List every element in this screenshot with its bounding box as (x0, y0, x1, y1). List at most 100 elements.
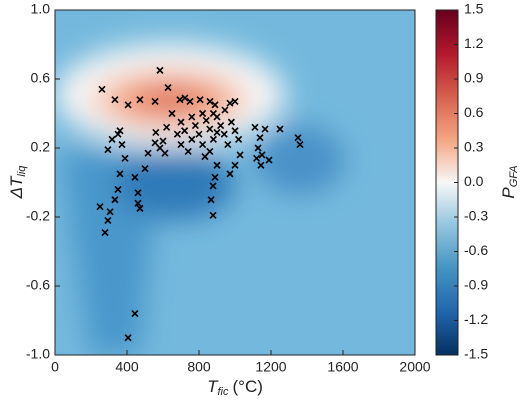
marker (116, 127, 124, 135)
x-tick-label: 2000 (399, 359, 430, 375)
marker (173, 130, 181, 138)
marker (159, 137, 167, 145)
marker (177, 118, 185, 126)
marker (202, 116, 210, 124)
marker (254, 144, 262, 152)
marker (161, 149, 169, 157)
marker (231, 127, 239, 135)
marker (121, 154, 129, 162)
marker (96, 203, 104, 211)
y-tick-label: -0.6 (26, 277, 50, 293)
marker (111, 196, 119, 204)
colorbar-tick-label: 1.5 (464, 1, 484, 17)
marker (104, 216, 112, 225)
marker (199, 140, 207, 149)
marker (108, 135, 116, 143)
marker (106, 208, 114, 216)
colorbar-label: PGFA (499, 165, 519, 198)
colorbar-tick-label: 0.6 (464, 104, 484, 120)
marker (176, 96, 184, 104)
marker (116, 170, 124, 178)
y-tick-label: 1.0 (31, 1, 51, 17)
marker (294, 134, 302, 142)
marker (261, 125, 269, 133)
marker (168, 109, 176, 118)
x-tick-label: 400 (115, 359, 139, 375)
marker (101, 228, 109, 237)
marker (213, 128, 221, 137)
colorbar-tick-label: -1.2 (464, 311, 488, 327)
colorbar-tick-label: 0.3 (464, 139, 484, 155)
x-tick-label: 1200 (255, 359, 286, 375)
x-tick-label: 0 (51, 359, 59, 375)
heatmap (55, 10, 415, 355)
marker (184, 147, 192, 156)
marker (209, 109, 217, 118)
marker (141, 165, 149, 173)
marker (181, 127, 189, 135)
marker (131, 310, 139, 318)
marker (151, 97, 159, 105)
colorbar-tick-label: -0.9 (464, 277, 488, 293)
marker (227, 118, 235, 126)
marker (296, 140, 304, 149)
marker (221, 106, 229, 114)
marker (191, 122, 199, 130)
marker (144, 149, 152, 157)
x-tick-label: 1600 (327, 359, 358, 375)
colorbar-tick-label: -0.6 (464, 242, 488, 258)
plot-frame (54, 9, 416, 356)
marker (111, 96, 119, 104)
marker (257, 161, 265, 169)
marker (226, 99, 234, 107)
marker (209, 211, 217, 219)
marker (226, 170, 234, 178)
marker (201, 153, 209, 161)
colorbar-tick-label: 0.9 (464, 70, 484, 86)
marker (211, 173, 219, 181)
y-tick-label: 0.6 (31, 70, 51, 86)
marker (152, 128, 160, 137)
marker (177, 140, 185, 149)
marker (236, 151, 244, 159)
colorbar-tick-label: -1.5 (464, 346, 488, 362)
marker (151, 139, 159, 147)
marker (199, 109, 207, 118)
marker (256, 134, 264, 142)
marker (206, 97, 214, 105)
marker (209, 135, 217, 143)
marker (163, 123, 171, 131)
marker (114, 185, 122, 193)
marker (164, 84, 172, 92)
marker (118, 140, 126, 149)
marker (124, 334, 132, 342)
marker (207, 196, 215, 204)
marker (258, 151, 266, 159)
y-tick-label: -0.2 (26, 208, 50, 224)
marker (188, 113, 196, 121)
marker (196, 96, 204, 104)
marker (98, 85, 106, 93)
marker (251, 123, 259, 131)
marker (131, 173, 139, 181)
marker (186, 97, 194, 105)
marker (104, 146, 112, 154)
marker (114, 130, 122, 138)
marker (231, 97, 239, 105)
marker (235, 135, 243, 143)
y-tick-label: -1.0 (26, 346, 50, 362)
y-axis-label: ΔTliq (7, 165, 27, 200)
colorbar-tick-label: 0.0 (464, 173, 484, 189)
marker (220, 130, 228, 138)
marker (134, 199, 142, 207)
colorbar-tick-label: -0.3 (464, 208, 488, 224)
marker (217, 122, 225, 130)
marker (136, 96, 144, 104)
marker (124, 101, 132, 109)
marker (209, 182, 217, 190)
y-tick-label: 0.2 (31, 139, 51, 155)
marker (224, 140, 232, 149)
x-tick-label: 800 (187, 359, 211, 375)
marker (134, 189, 142, 197)
